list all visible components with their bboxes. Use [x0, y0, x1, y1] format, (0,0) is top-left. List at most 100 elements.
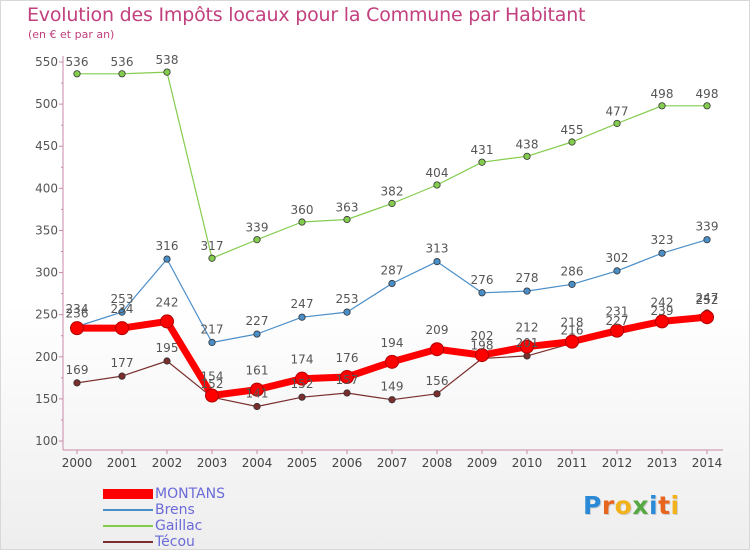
data-point-gaillac: [73, 70, 81, 78]
data-label-montans: 242: [156, 295, 179, 309]
data-label-tcou: 239: [651, 304, 674, 318]
legend-label-brens: Brens: [155, 502, 195, 518]
data-label-tcou: 216: [561, 323, 584, 337]
y-tick-label: 200: [35, 350, 58, 364]
x-tick-label: 2006: [332, 456, 363, 470]
data-label-montans: 154: [201, 370, 224, 384]
y-tick-label: 400: [35, 181, 58, 195]
data-point-gaillac: [118, 70, 126, 78]
data-point-gaillac: [523, 152, 531, 160]
data-point-tcou: [73, 379, 81, 387]
data-label-gaillac: 438: [516, 137, 539, 151]
data-label-tcou: 141: [246, 386, 269, 400]
data-point-tcou: [298, 393, 306, 401]
data-label-brens: 276: [471, 273, 494, 287]
data-label-gaillac: 431: [471, 143, 494, 157]
data-point-gaillac: [298, 218, 306, 226]
data-label-tcou: 156: [426, 374, 449, 388]
data-label-tcou: 152: [291, 377, 314, 391]
legend-label-montans: MONTANS: [155, 486, 225, 502]
x-tick-label: 2002: [152, 456, 183, 470]
data-label-montans: 212: [516, 321, 539, 335]
legend-swatch-brens: [103, 509, 153, 511]
data-label-gaillac: 477: [606, 104, 629, 118]
x-tick-label: 2009: [467, 456, 498, 470]
data-point-brens: [523, 287, 531, 295]
legend-swatch-gaillac: [103, 525, 153, 527]
data-label-gaillac: 404: [426, 166, 449, 180]
data-point-montans: [295, 371, 309, 386]
data-label-brens: 323: [651, 233, 674, 247]
data-point-brens: [208, 338, 216, 347]
x-tick-label: 2012: [602, 456, 633, 470]
data-label-brens: 302: [606, 251, 629, 265]
data-label-brens: 247: [291, 297, 314, 311]
legend-item-montans: MONTANS: [103, 486, 225, 502]
chart-title: Evolution des Impôts locaux pour la Comm…: [27, 4, 586, 26]
data-point-brens: [658, 249, 666, 257]
x-tick-label: 2013: [647, 456, 678, 470]
data-point-montans: [565, 334, 579, 349]
data-point-montans: [655, 314, 669, 329]
data-point-montans: [385, 354, 399, 369]
data-label-gaillac: 360: [291, 203, 314, 217]
data-label-brens: 287: [381, 264, 404, 278]
data-point-gaillac: [703, 102, 711, 110]
y-tick-label: 500: [35, 97, 58, 111]
y-tick-label: 100: [35, 434, 58, 448]
chart-axes: 100 150 200 250 300 350 400 450 500 550 2000 2001 20…: [35, 55, 723, 470]
y-tick-label: 450: [35, 139, 58, 153]
legend-label-gaillac: Gaillac: [155, 518, 203, 534]
data-label-brens: 313: [426, 242, 449, 256]
data-point-brens: [388, 279, 396, 288]
chart-legend: MONTANS Brens Gaillac Técou: [103, 486, 225, 550]
data-point-montans: [610, 323, 624, 338]
data-point-gaillac: [208, 254, 216, 262]
logo-letter: r: [601, 491, 615, 520]
data-label-gaillac: 339: [246, 221, 269, 235]
legend-label-tcou: Técou: [155, 534, 195, 550]
data-label-tcou: 252: [696, 293, 719, 307]
x-tick-label: 2007: [377, 456, 408, 470]
legend-item-tcou: Técou: [103, 534, 225, 550]
data-label-tcou: 157: [336, 373, 359, 387]
data-label-brens: 217: [201, 322, 224, 336]
data-point-tcou: [433, 390, 441, 398]
data-label-brens: 316: [156, 239, 179, 253]
data-point-tcou: [163, 357, 171, 365]
data-label-montans: 234: [111, 302, 134, 316]
data-point-gaillac: [658, 102, 666, 110]
data-label-gaillac: 536: [66, 55, 89, 69]
data-point-brens: [253, 330, 261, 338]
data-point-montans: [70, 321, 84, 336]
data-label-montans: 202: [471, 329, 494, 343]
data-label-gaillac: 317: [201, 239, 224, 253]
data-label-tcou: 152: [201, 377, 224, 391]
x-tick-label: 2010: [512, 456, 543, 470]
data-point-tcou: [118, 372, 126, 380]
data-point-montans: [700, 310, 714, 325]
data-label-tcou: 195: [156, 341, 179, 355]
data-label-montans: 218: [561, 316, 584, 330]
data-point-montans: [205, 388, 219, 403]
data-point-gaillac: [478, 158, 486, 166]
series-line-gaillac: [76, 71, 708, 259]
data-label-tcou: 169: [66, 363, 89, 377]
data-point-tcou: [343, 389, 351, 397]
data-label-gaillac: 498: [696, 87, 719, 101]
data-point-gaillac: [388, 199, 396, 208]
y-tick-label: 150: [35, 392, 58, 406]
legend-swatch-montans: [103, 489, 153, 499]
data-label-montans: 209: [426, 323, 449, 337]
data-label-tcou: 201: [516, 336, 539, 350]
data-point-montans: [475, 348, 489, 363]
data-point-gaillac: [613, 119, 621, 128]
data-point-brens: [568, 280, 576, 288]
logo-letter: i: [649, 491, 659, 520]
data-label-montans: 194: [381, 336, 404, 350]
logo-letter: t: [658, 491, 671, 520]
proxiti-logo: Proxiti: [583, 491, 680, 520]
data-label-montans: 247: [696, 291, 719, 305]
data-label-montans: 231: [606, 305, 629, 319]
